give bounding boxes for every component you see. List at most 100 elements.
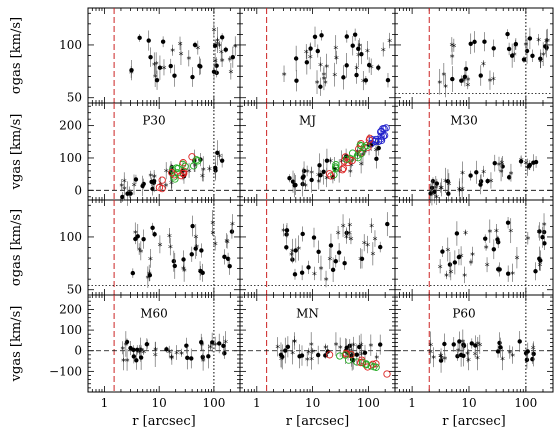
data-point-dot <box>214 63 219 68</box>
data-point-star: ∗ <box>510 351 516 361</box>
data-point-star: ∗ <box>318 264 324 274</box>
data-point-dot <box>328 243 334 248</box>
data-point-star: ∗ <box>147 254 153 264</box>
data-point-dot <box>468 173 473 178</box>
data-point-dot <box>138 355 144 360</box>
data-point-dot <box>164 347 169 352</box>
data-point-dot <box>293 182 298 188</box>
data-point-star: ∗ <box>347 167 353 177</box>
data-point-star: ∗ <box>210 219 216 229</box>
data-point-star: ∗ <box>364 46 370 56</box>
data-point-star: ∗ <box>288 250 294 260</box>
data-point-star: ∗ <box>460 337 466 347</box>
data-point-dot <box>227 263 232 269</box>
data-point-dot <box>540 235 545 240</box>
data-point-dot <box>319 33 324 38</box>
data-point-dot <box>133 177 139 182</box>
y-axis-label-sigma: σgas [km/s] <box>9 17 24 94</box>
data-point-star: ∗ <box>316 177 322 187</box>
open-circle-point <box>158 176 166 184</box>
data-point-star: ∗ <box>465 356 471 366</box>
data-point-star: ∗ <box>212 56 218 66</box>
y-tick-label: 50 <box>67 91 82 105</box>
data-point-star: ∗ <box>437 78 443 88</box>
data-point-star: ∗ <box>214 36 220 46</box>
data-point-star: ∗ <box>374 353 380 363</box>
data-point-star: ∗ <box>153 59 159 69</box>
x-tick-label: 10 <box>305 396 320 410</box>
data-point-dot <box>219 158 225 163</box>
data-point-star: ∗ <box>530 350 536 360</box>
data-point-dot <box>129 67 134 73</box>
data-point-dot <box>538 258 543 263</box>
data-point-dot <box>304 60 310 65</box>
x-tick-label: 1 <box>253 396 261 410</box>
axis-text-layer: P30 MJ M30 M60 MN P60 50 100 0 100 200 50 100 −100 0 10… <box>9 17 537 429</box>
data-point-dot <box>377 342 383 347</box>
data-point-star: ∗ <box>438 183 444 193</box>
data-point-dot <box>293 248 298 253</box>
data-point-star: ∗ <box>465 75 471 85</box>
data-point-star: ∗ <box>223 337 229 347</box>
data-point-star: ∗ <box>200 354 206 364</box>
open-circle-point <box>332 161 340 169</box>
data-point-dot <box>454 231 460 236</box>
open-circle-point <box>364 143 372 151</box>
data-point-dot <box>357 344 362 350</box>
data-point-star: ∗ <box>327 157 333 167</box>
data-point-star: ∗ <box>347 346 353 356</box>
data-point-dot <box>509 53 515 58</box>
data-point-dot <box>530 53 535 58</box>
data-point-star: ∗ <box>195 44 201 54</box>
data-point-star: ∗ <box>484 261 490 271</box>
open-circle-point <box>192 156 201 164</box>
data-point-star: ∗ <box>535 36 541 46</box>
x-axis-label: r [arcsec] <box>442 414 505 429</box>
data-point-dot <box>521 57 527 62</box>
data-point-star: ∗ <box>152 72 158 82</box>
data-point-dot <box>491 46 496 51</box>
data-point-star: ∗ <box>232 42 238 52</box>
data-point-star: ∗ <box>228 67 234 77</box>
data-point-star: ∗ <box>459 184 465 194</box>
data-point-dot <box>478 73 483 78</box>
open-circle-point <box>365 136 374 144</box>
data-point-dot <box>149 179 154 185</box>
data-point-dot <box>506 175 512 180</box>
panel-grid: ∗ ∗ ∗ ∗ ∗ ∗ ∗ ∗ ∗ ∗ ∗ ∗ ∗ ∗ ∗ ∗ ∗ ∗ ∗ ∗ ∗ ∗ ∗ ∗ ∗ ∗ ∗ ∗ ∗ ∗ ∗ ∗ ∗ ∗ ∗ ∗ ∗ ∗ ∗ ∗… <box>87 7 554 393</box>
data-point-star: ∗ <box>321 74 327 84</box>
data-point-star: ∗ <box>193 232 199 242</box>
data-point-star: ∗ <box>281 226 287 236</box>
data-point-star: ∗ <box>216 151 222 161</box>
data-point-star: ∗ <box>358 160 364 170</box>
data-point-dot <box>147 273 153 278</box>
data-point-star: ∗ <box>152 351 158 361</box>
data-point-dot <box>474 170 479 175</box>
data-point-star: ∗ <box>523 40 529 50</box>
data-point-star: ∗ <box>192 161 198 171</box>
data-point-dot <box>533 269 538 274</box>
data-point-star: ∗ <box>124 356 130 366</box>
data-point-dot <box>344 230 349 236</box>
data-point-dot <box>505 220 511 225</box>
data-point-star: ∗ <box>449 52 455 62</box>
data-point-star: ∗ <box>464 349 470 359</box>
data-point-dot <box>300 231 305 237</box>
data-point-dot <box>198 268 203 274</box>
data-point-dot <box>185 355 190 361</box>
panel-label-p30: P30 <box>142 114 165 128</box>
y-axis-label-velocity: vgas [km/s] <box>9 306 24 383</box>
data-point-star: ∗ <box>487 227 493 237</box>
data-point-star: ∗ <box>169 353 175 363</box>
data-point-star: ∗ <box>166 232 172 242</box>
data-point-dot <box>354 352 360 357</box>
data-point-dot <box>172 263 177 269</box>
open-circle-point <box>325 351 334 359</box>
data-point-dot <box>462 74 468 79</box>
open-circle-point <box>190 162 198 170</box>
data-point-star: ∗ <box>499 159 505 169</box>
data-point-dot <box>285 344 291 350</box>
data-point-dot <box>498 345 503 350</box>
data-point-star: ∗ <box>310 347 316 357</box>
data-point-dot <box>146 38 151 43</box>
